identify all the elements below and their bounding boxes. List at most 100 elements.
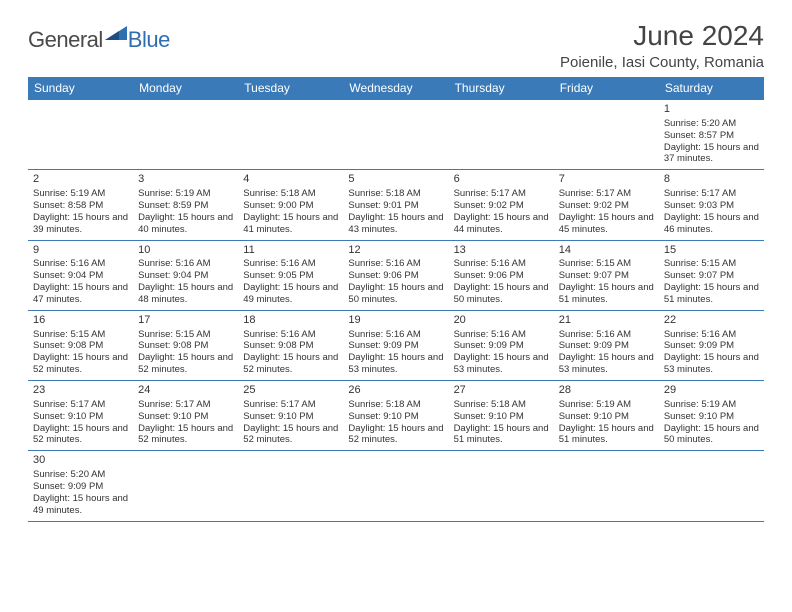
brand-logo: General Blue xyxy=(28,26,170,53)
header-bar: General Blue June 2024 Poienile, Iasi Co… xyxy=(28,20,764,71)
calendar-row: 2Sunrise: 5:19 AMSunset: 8:58 PM Daylight… xyxy=(28,170,764,240)
empty-cell xyxy=(449,100,554,170)
sunset-line: Sunset: 9:08 PM xyxy=(243,340,338,352)
sunrise-line: Sunrise: 5:19 AM xyxy=(33,188,128,200)
daylight-line: Daylight: 15 hours and 51 minutes. xyxy=(559,423,654,447)
daylight-line: Daylight: 15 hours and 49 minutes. xyxy=(33,493,128,517)
sunset-line: Sunset: 8:57 PM xyxy=(664,130,759,142)
sunrise-line: Sunrise: 5:20 AM xyxy=(33,469,128,481)
daylight-line: Daylight: 15 hours and 53 minutes. xyxy=(559,352,654,376)
day-cell: 5Sunrise: 5:18 AMSunset: 9:01 PMDaylight… xyxy=(343,170,448,240)
day-cell: 17Sunrise: 5:15 AMSunset: 9:08 PMDayligh… xyxy=(133,310,238,380)
day-number: 3 xyxy=(138,173,233,187)
daylight-line: Daylight: 15 hours and 52 minutes. xyxy=(243,423,338,447)
empty-cell xyxy=(554,100,659,170)
sunset-line: Sunset: 9:04 PM xyxy=(33,270,128,282)
weekday-header: Tuesday xyxy=(238,77,343,100)
sunrise-line: Sunrise: 5:15 AM xyxy=(664,258,759,270)
day-cell: 21Sunrise: 5:16 AMSunset: 9:09 PMDayligh… xyxy=(554,310,659,380)
day-number: 7 xyxy=(559,173,654,187)
sunrise-line: Sunrise: 5:16 AM xyxy=(243,329,338,341)
daylight-line: Daylight: 15 hours and 50 minutes. xyxy=(664,423,759,447)
sunset-line: Sunset: 9:02 PM xyxy=(454,200,549,212)
sunrise-line: Sunrise: 5:16 AM xyxy=(33,258,128,270)
title-block: June 2024 Poienile, Iasi County, Romania xyxy=(560,20,764,71)
empty-cell xyxy=(28,100,133,170)
day-number: 25 xyxy=(243,384,338,398)
daylight-line: Daylight: 15 hours and 50 minutes. xyxy=(454,282,549,306)
daylight-line: Daylight: 15 hours and 43 minutes. xyxy=(348,212,443,236)
day-cell: 1Sunrise: 5:20 AMSunset: 8:57 PMDaylight… xyxy=(659,100,764,170)
day-cell: 22Sunrise: 5:16 AMSunset: 9:09 PMDayligh… xyxy=(659,310,764,380)
day-cell: 2Sunrise: 5:19 AMSunset: 8:58 PMDaylight… xyxy=(28,170,133,240)
day-number: 2 xyxy=(33,173,128,187)
daylight-line: Daylight: 15 hours and 52 minutes. xyxy=(33,423,128,447)
day-number: 12 xyxy=(348,244,443,258)
month-title: June 2024 xyxy=(560,20,764,52)
sunset-line: Sunset: 9:05 PM xyxy=(243,270,338,282)
sunset-line: Sunset: 9:10 PM xyxy=(559,411,654,423)
sunset-line: Sunset: 9:10 PM xyxy=(454,411,549,423)
sunset-line: Sunset: 8:58 PM xyxy=(33,200,128,212)
empty-cell xyxy=(343,451,448,521)
sunrise-line: Sunrise: 5:15 AM xyxy=(559,258,654,270)
day-cell: 23Sunrise: 5:17 AMSunset: 9:10 PMDayligh… xyxy=(28,381,133,451)
sunset-line: Sunset: 9:06 PM xyxy=(454,270,549,282)
sunset-line: Sunset: 9:09 PM xyxy=(454,340,549,352)
daylight-line: Daylight: 15 hours and 52 minutes. xyxy=(243,352,338,376)
day-cell: 13Sunrise: 5:16 AMSunset: 9:06 PMDayligh… xyxy=(449,240,554,310)
daylight-line: Daylight: 15 hours and 46 minutes. xyxy=(664,212,759,236)
daylight-line: Daylight: 15 hours and 52 minutes. xyxy=(33,352,128,376)
day-number: 16 xyxy=(33,314,128,328)
day-cell: 24Sunrise: 5:17 AMSunset: 9:10 PMDayligh… xyxy=(133,381,238,451)
day-number: 26 xyxy=(348,384,443,398)
day-cell: 16Sunrise: 5:15 AMSunset: 9:08 PMDayligh… xyxy=(28,310,133,380)
daylight-line: Daylight: 15 hours and 51 minutes. xyxy=(454,423,549,447)
empty-cell xyxy=(659,451,764,521)
day-cell: 19Sunrise: 5:16 AMSunset: 9:09 PMDayligh… xyxy=(343,310,448,380)
sunset-line: Sunset: 8:59 PM xyxy=(138,200,233,212)
weekday-header: Wednesday xyxy=(343,77,448,100)
day-number: 8 xyxy=(664,173,759,187)
calendar-table: Sunday Monday Tuesday Wednesday Thursday… xyxy=(28,77,764,522)
sunrise-line: Sunrise: 5:16 AM xyxy=(348,258,443,270)
sunset-line: Sunset: 9:09 PM xyxy=(559,340,654,352)
daylight-line: Daylight: 15 hours and 49 minutes. xyxy=(243,282,338,306)
day-number: 24 xyxy=(138,384,233,398)
calendar-row: 23Sunrise: 5:17 AMSunset: 9:10 PMDayligh… xyxy=(28,381,764,451)
sunset-line: Sunset: 9:09 PM xyxy=(664,340,759,352)
daylight-line: Daylight: 15 hours and 52 minutes. xyxy=(348,423,443,447)
day-number: 11 xyxy=(243,244,338,258)
day-number: 27 xyxy=(454,384,549,398)
day-cell: 15Sunrise: 5:15 AMSunset: 9:07 PMDayligh… xyxy=(659,240,764,310)
day-cell: 11Sunrise: 5:16 AMSunset: 9:05 PMDayligh… xyxy=(238,240,343,310)
day-cell: 10Sunrise: 5:16 AMSunset: 9:04 PMDayligh… xyxy=(133,240,238,310)
sunset-line: Sunset: 9:04 PM xyxy=(138,270,233,282)
sunset-line: Sunset: 9:10 PM xyxy=(348,411,443,423)
daylight-line: Daylight: 15 hours and 51 minutes. xyxy=(664,282,759,306)
day-number: 4 xyxy=(243,173,338,187)
day-number: 29 xyxy=(664,384,759,398)
empty-cell xyxy=(238,451,343,521)
day-number: 9 xyxy=(33,244,128,258)
day-cell: 28Sunrise: 5:19 AMSunset: 9:10 PMDayligh… xyxy=(554,381,659,451)
daylight-line: Daylight: 15 hours and 50 minutes. xyxy=(348,282,443,306)
empty-cell xyxy=(554,451,659,521)
empty-cell xyxy=(238,100,343,170)
day-cell: 7Sunrise: 5:17 AMSunset: 9:02 PMDaylight… xyxy=(554,170,659,240)
day-cell: 30Sunrise: 5:20 AMSunset: 9:09 PMDayligh… xyxy=(28,451,133,521)
sunrise-line: Sunrise: 5:18 AM xyxy=(348,188,443,200)
day-number: 13 xyxy=(454,244,549,258)
brand-triangle-icon xyxy=(105,26,127,43)
day-number: 18 xyxy=(243,314,338,328)
weekday-header: Monday xyxy=(133,77,238,100)
sunset-line: Sunset: 9:10 PM xyxy=(243,411,338,423)
empty-cell xyxy=(133,451,238,521)
day-number: 22 xyxy=(664,314,759,328)
sunrise-line: Sunrise: 5:18 AM xyxy=(454,399,549,411)
day-cell: 8Sunrise: 5:17 AMSunset: 9:03 PMDaylight… xyxy=(659,170,764,240)
sunset-line: Sunset: 9:00 PM xyxy=(243,200,338,212)
sunset-line: Sunset: 9:01 PM xyxy=(348,200,443,212)
sunset-line: Sunset: 9:06 PM xyxy=(348,270,443,282)
day-number: 23 xyxy=(33,384,128,398)
